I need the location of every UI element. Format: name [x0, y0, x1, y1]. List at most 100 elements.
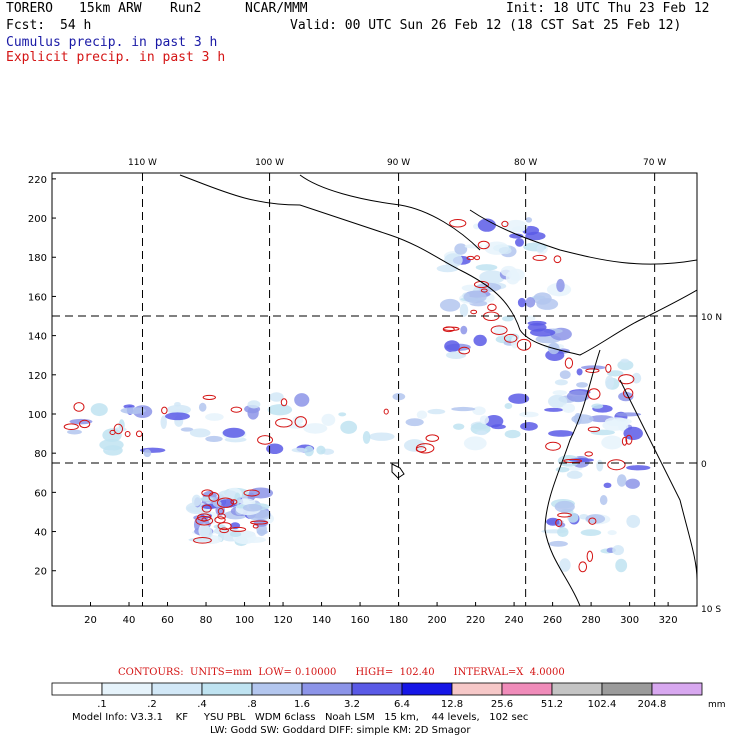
- explicit-contour: [252, 524, 259, 529]
- y-tick-label: 180: [28, 253, 47, 264]
- explicit-contour: [249, 520, 269, 525]
- precip-cell: [427, 408, 446, 415]
- colorbar-bin: [551, 682, 603, 696]
- precip-cell: [599, 495, 608, 506]
- precip-cell: [444, 253, 463, 268]
- explicit-contour: [545, 441, 561, 451]
- y-tick-label: 100: [28, 410, 47, 421]
- colorbar-label: 25.6: [491, 699, 513, 710]
- y-tick-label: 220: [28, 175, 47, 186]
- explicit-contour: [584, 451, 593, 457]
- explicit-contour: [623, 388, 634, 399]
- precip-cell: [222, 427, 245, 438]
- precip-cell: [567, 512, 579, 523]
- plot-frame: [51, 172, 698, 607]
- colorbar-bin: [451, 682, 503, 696]
- precip-cell: [554, 379, 568, 386]
- colorbar-bin: [401, 682, 453, 696]
- colorbar-label: 102.4: [588, 699, 617, 710]
- precip-cell: [626, 465, 651, 471]
- explicit-contour: [193, 536, 212, 544]
- precip-cell: [303, 423, 328, 434]
- precip-cell: [316, 445, 326, 455]
- precip-cell: [454, 243, 468, 255]
- precip-cell: [519, 411, 539, 418]
- explicit-contour: [553, 255, 562, 264]
- cumulus-precip-title: Cumulus precip. in past 3 h: [6, 35, 218, 50]
- galapagos: [391, 463, 405, 479]
- explicit-contour: [195, 515, 214, 526]
- x-tick-label: 220: [466, 615, 485, 626]
- precip-cell: [554, 500, 575, 513]
- lat-label: 10 N: [701, 313, 722, 323]
- precip-cell: [242, 503, 263, 512]
- explicit-contour: [216, 497, 234, 508]
- precip-cell: [460, 325, 468, 335]
- explicit-contour: [214, 516, 226, 524]
- precip-cell: [180, 427, 194, 432]
- explicit-contour: [585, 368, 600, 373]
- explicit-contour: [161, 406, 168, 415]
- precip-cell: [493, 324, 506, 337]
- explicit-contour: [473, 280, 490, 289]
- explicit-contour: [243, 489, 260, 497]
- coastline-gulf: [299, 174, 481, 251]
- precip-cell: [625, 478, 640, 489]
- precip-cell: [205, 435, 223, 442]
- precip-cell: [559, 370, 571, 380]
- precip-cell: [463, 290, 487, 304]
- colorbar-bin: [101, 682, 153, 696]
- y-tick-label: 160: [28, 292, 47, 303]
- precip-cell: [185, 502, 208, 515]
- x-tick-label: 300: [620, 615, 639, 626]
- precip-cell: [90, 403, 108, 417]
- precip-cell: [520, 422, 538, 431]
- explicit-contour: [477, 240, 490, 250]
- precip-cell: [547, 394, 568, 408]
- precip-cell: [566, 390, 590, 402]
- precip-cell: [191, 494, 202, 507]
- precip-cell: [544, 407, 564, 412]
- coastline-central-america: [459, 269, 697, 356]
- coastline-south-america: [544, 349, 601, 606]
- explicit-contour: [442, 326, 455, 333]
- precip-cell: [591, 403, 604, 409]
- run-label: Run2: [170, 1, 202, 16]
- precip-cell: [269, 392, 284, 402]
- explicit-contour: [588, 517, 597, 525]
- coastline-mexico: [179, 174, 461, 271]
- precip-cell: [555, 466, 570, 473]
- precip-cell: [617, 359, 634, 371]
- explicit-contour: [487, 303, 497, 312]
- precip-cell: [557, 527, 569, 538]
- explicit-contour: [625, 434, 633, 445]
- colorbar-bin: [501, 682, 553, 696]
- precip-cell: [502, 315, 514, 322]
- precip-cell: [548, 430, 574, 437]
- precip-cell: [439, 298, 461, 312]
- precip-cell: [505, 270, 520, 285]
- y-tick-label: 40: [34, 528, 47, 539]
- colorbar-bin: [351, 682, 403, 696]
- explicit-contour: [73, 402, 85, 412]
- precip-cell: [576, 368, 583, 376]
- precip-cell: [340, 420, 358, 434]
- precip-cell: [491, 424, 506, 430]
- precip-cell: [475, 264, 498, 271]
- precip-cell: [416, 410, 428, 420]
- explicit-contour: [202, 394, 216, 400]
- y-tick-label: 20: [34, 567, 47, 578]
- precip-cell: [603, 482, 612, 488]
- explicit-contour: [564, 357, 574, 369]
- x-tick-label: 260: [543, 615, 562, 626]
- precip-cell: [623, 426, 643, 441]
- explicit-contour: [219, 527, 229, 534]
- precip-cell: [515, 238, 524, 247]
- colorbar-label: 12.8: [441, 699, 463, 710]
- precip-cell: [626, 514, 641, 528]
- precip-cell: [444, 340, 460, 353]
- precip-cell: [473, 334, 487, 347]
- precip-cell: [160, 415, 167, 429]
- precip-cell: [453, 423, 465, 430]
